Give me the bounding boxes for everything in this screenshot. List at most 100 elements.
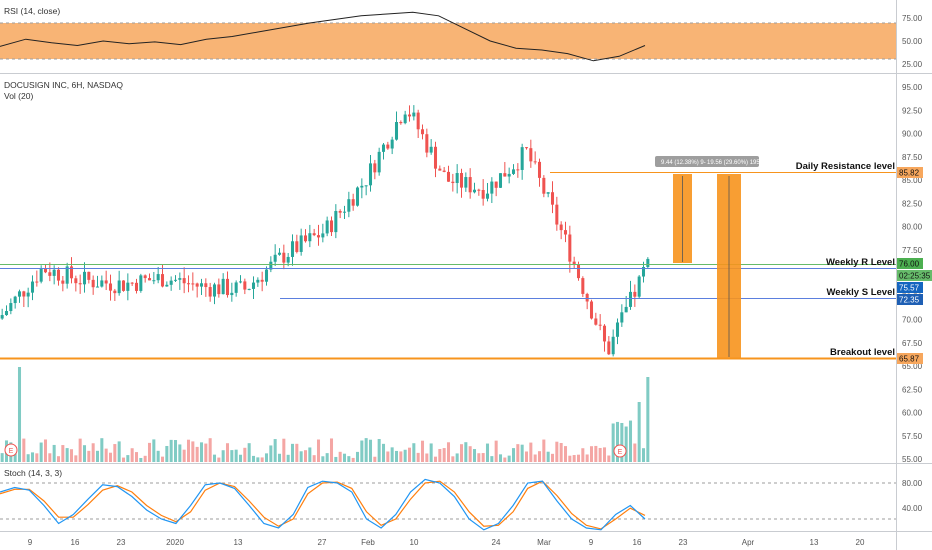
candle-body	[511, 169, 516, 174]
candle-body	[169, 280, 173, 285]
time-axis[interactable]: 9 16 23 2020 13 27 Feb 10 24 Mar 9 16 23 Apr 13 20	[28, 538, 865, 547]
candle-body	[576, 264, 581, 279]
price-tick: 82.50	[902, 199, 923, 208]
candle-body	[121, 280, 126, 291]
candle-body	[420, 129, 425, 135]
volume-bar	[126, 455, 130, 462]
volume-bar	[568, 455, 572, 462]
stoch-pane[interactable]: Stoch (14, 3, 3) 80.00 40.00	[0, 468, 923, 531]
volume-bar	[351, 457, 355, 462]
candle-body	[56, 269, 61, 281]
volume-bar	[43, 439, 48, 462]
volume-bar	[412, 443, 416, 462]
volume-bar	[299, 451, 303, 462]
candle-body	[26, 292, 30, 297]
time-tick: 16	[71, 538, 80, 547]
candle-body	[468, 177, 472, 193]
volume-bar	[550, 453, 555, 462]
volume-bar	[520, 444, 524, 462]
volume-bar	[17, 367, 22, 462]
volume-bar	[611, 423, 615, 462]
candle-body	[368, 163, 373, 186]
volume-bar	[559, 442, 563, 462]
candle-body	[321, 233, 325, 238]
candle-body	[438, 168, 442, 171]
volume-bar	[78, 438, 82, 462]
volume-bar	[217, 457, 221, 462]
time-tick: Mar	[537, 538, 551, 547]
candle-body	[22, 291, 26, 297]
volume-bar	[494, 440, 498, 462]
volume-bar	[0, 453, 4, 462]
candles	[0, 105, 650, 357]
candle-body	[113, 290, 117, 294]
volume-bar	[628, 420, 633, 462]
volume-bar	[399, 451, 403, 462]
volume-bar	[104, 448, 108, 462]
candle-body	[498, 173, 503, 188]
candle-body	[559, 224, 563, 231]
time-tick: 24	[492, 538, 501, 547]
volume-bar	[537, 451, 542, 462]
candle-body	[355, 187, 360, 206]
candle-body	[230, 292, 234, 296]
candle-body	[100, 280, 104, 287]
volume-bar	[48, 453, 52, 462]
candle-body	[243, 281, 247, 290]
stoch-k-line	[0, 478, 646, 531]
candle-body	[329, 220, 334, 233]
price-tick: 90.00	[902, 130, 923, 139]
volume-bar	[95, 450, 100, 462]
candle-body	[312, 233, 316, 236]
candle-body	[4, 311, 9, 316]
time-tick: 2020	[166, 538, 184, 547]
volume-bar	[624, 426, 628, 462]
price-tick: 57.50	[902, 432, 923, 441]
volume-bar	[386, 451, 390, 462]
price-pane[interactable]: 9.44 (12.38%) 9- 19.56 (29.60%) 1956 Dai…	[0, 80, 932, 464]
volume-bar	[381, 443, 386, 462]
volume-bar	[511, 448, 516, 462]
volume-bar	[429, 443, 433, 462]
volume-bar	[277, 453, 282, 462]
volume-bar	[368, 439, 373, 462]
candle-body	[520, 147, 524, 170]
volume-bar	[100, 438, 104, 462]
candle-body	[442, 170, 446, 172]
candle-body	[52, 269, 56, 276]
earnings-badge-1[interactable]: E	[4, 443, 18, 457]
tag-breakout: 65.87	[897, 353, 923, 364]
price-tick: 80.00	[902, 223, 923, 232]
volume-bar	[360, 440, 364, 462]
volume-bars	[0, 367, 650, 462]
price-tick: 55.00	[902, 455, 923, 464]
volume-bar	[208, 438, 212, 462]
daily-resistance-label: Daily Resistance level	[796, 161, 895, 172]
candle-body	[429, 146, 433, 153]
candle-body	[303, 235, 308, 242]
price-tick: 95.00	[902, 83, 923, 92]
volume-bar	[459, 444, 464, 462]
rsi-pane[interactable]: RSI (14, close) 75.00 50.00 25.00	[0, 6, 923, 69]
time-tick: 27	[318, 538, 327, 547]
candle-body	[394, 122, 399, 140]
volume-bar	[178, 444, 182, 462]
time-tick: Feb	[361, 538, 375, 547]
volume-bar	[364, 438, 368, 462]
candle-body	[195, 283, 199, 287]
volume-bar	[152, 439, 156, 462]
earnings-badge-2[interactable]: E	[613, 444, 627, 458]
tag-weekly-s: 72.35	[897, 294, 923, 305]
price-tick: 65.00	[902, 362, 923, 371]
candle-body	[611, 336, 615, 355]
candle-body	[459, 173, 464, 188]
price-tick: 77.50	[902, 246, 923, 255]
candle-body	[516, 169, 520, 171]
rsi-band	[0, 23, 896, 59]
candle-body	[9, 303, 13, 312]
candle-body	[533, 161, 537, 163]
candle-body	[256, 279, 260, 283]
time-tick: 13	[810, 538, 819, 547]
